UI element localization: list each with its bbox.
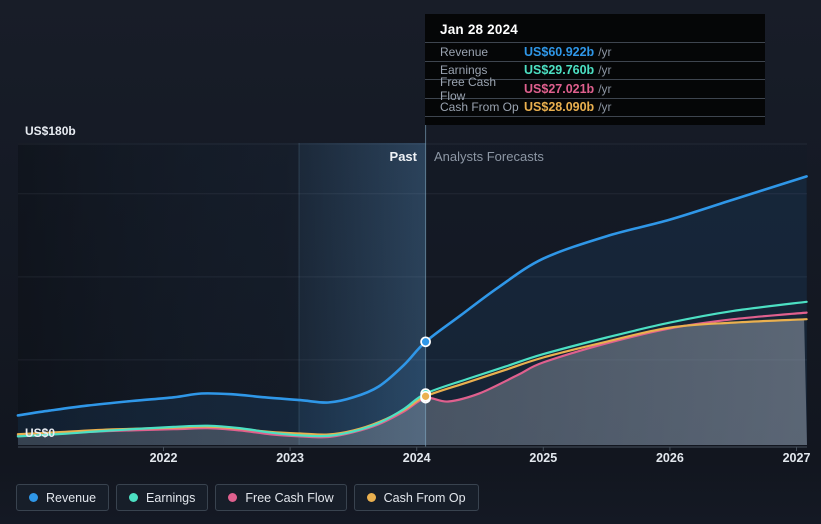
tooltip-date: Jan 28 2024 <box>440 22 519 37</box>
x-axis-label: 2027 <box>782 451 811 465</box>
tooltip-row-earnings: Earnings US$29.760b /yr <box>425 60 765 80</box>
revenue-marker-dot <box>420 336 431 348</box>
earnings-dot-icon <box>129 493 139 502</box>
tooltip-row-revenue: Revenue US$60.922b /yr <box>425 42 765 61</box>
legend-item-free-cash-flow[interactable]: Free Cash Flow <box>215 484 347 511</box>
data-tooltip: Jan 28 2024 Revenue US$60.922b /yr Earni… <box>425 14 765 125</box>
tooltip-row-free-cash-flow: Free Cash Flow US$27.021b /yr <box>425 75 765 103</box>
tooltip-label: Cash From Op <box>440 100 519 115</box>
tooltip-value: US$28.090b <box>524 100 595 115</box>
earnings-line <box>16 300 808 438</box>
tooltip-label: Earnings <box>440 63 488 78</box>
tooltip-suffix: /yr <box>598 63 612 78</box>
cash-from-op-marker-dot <box>420 390 431 402</box>
earnings-area-fill <box>17 319 807 445</box>
free-cash-flow-dot-icon <box>228 493 238 502</box>
x-axis-label: 2026 <box>655 451 684 465</box>
x-axis-label: 2023 <box>276 451 304 465</box>
forecast-region-label: Analysts Forecasts <box>434 149 544 164</box>
legend-label: Free Cash Flow <box>245 490 334 505</box>
x-axis-label: 2024 <box>402 451 431 465</box>
x-axis-label: 2022 <box>149 451 178 465</box>
tooltip-value: US$27.021b <box>524 81 595 96</box>
legend-item-revenue[interactable]: Revenue <box>16 484 110 511</box>
tooltip-label: Revenue <box>440 44 489 59</box>
tooltip-value: US$60.922b <box>524 44 595 59</box>
x-axis-label: 2025 <box>529 451 558 465</box>
past-region-label: Past <box>389 149 417 164</box>
legend-label: Earnings <box>146 490 196 505</box>
revenue-dot-icon <box>29 493 38 502</box>
legend-item-cash-from-op[interactable]: Cash From Op <box>353 484 479 511</box>
revenue-line <box>16 175 808 417</box>
tooltip-suffix: /yr <box>598 81 612 96</box>
tooltip-row-cash-from-op: Cash From Op US$28.090b /yr <box>425 97 765 117</box>
cash-from-op-dot-icon <box>366 493 376 502</box>
y-axis-max-label: US$180b <box>25 124 76 138</box>
legend: Revenue Earnings Free Cash Flow Cash Fro… <box>16 484 479 511</box>
legend-label: Cash From Op <box>383 490 466 505</box>
y-axis-zero-label: US$0 <box>25 426 56 440</box>
legend-item-earnings[interactable]: Earnings <box>116 484 209 511</box>
tooltip-label: Free Cash Flow <box>440 74 497 103</box>
tooltip-value: US$29.760b <box>524 63 595 78</box>
tooltip-suffix: /yr <box>598 44 612 59</box>
tooltip-suffix: /yr <box>598 100 612 115</box>
legend-label: Revenue <box>46 490 97 505</box>
